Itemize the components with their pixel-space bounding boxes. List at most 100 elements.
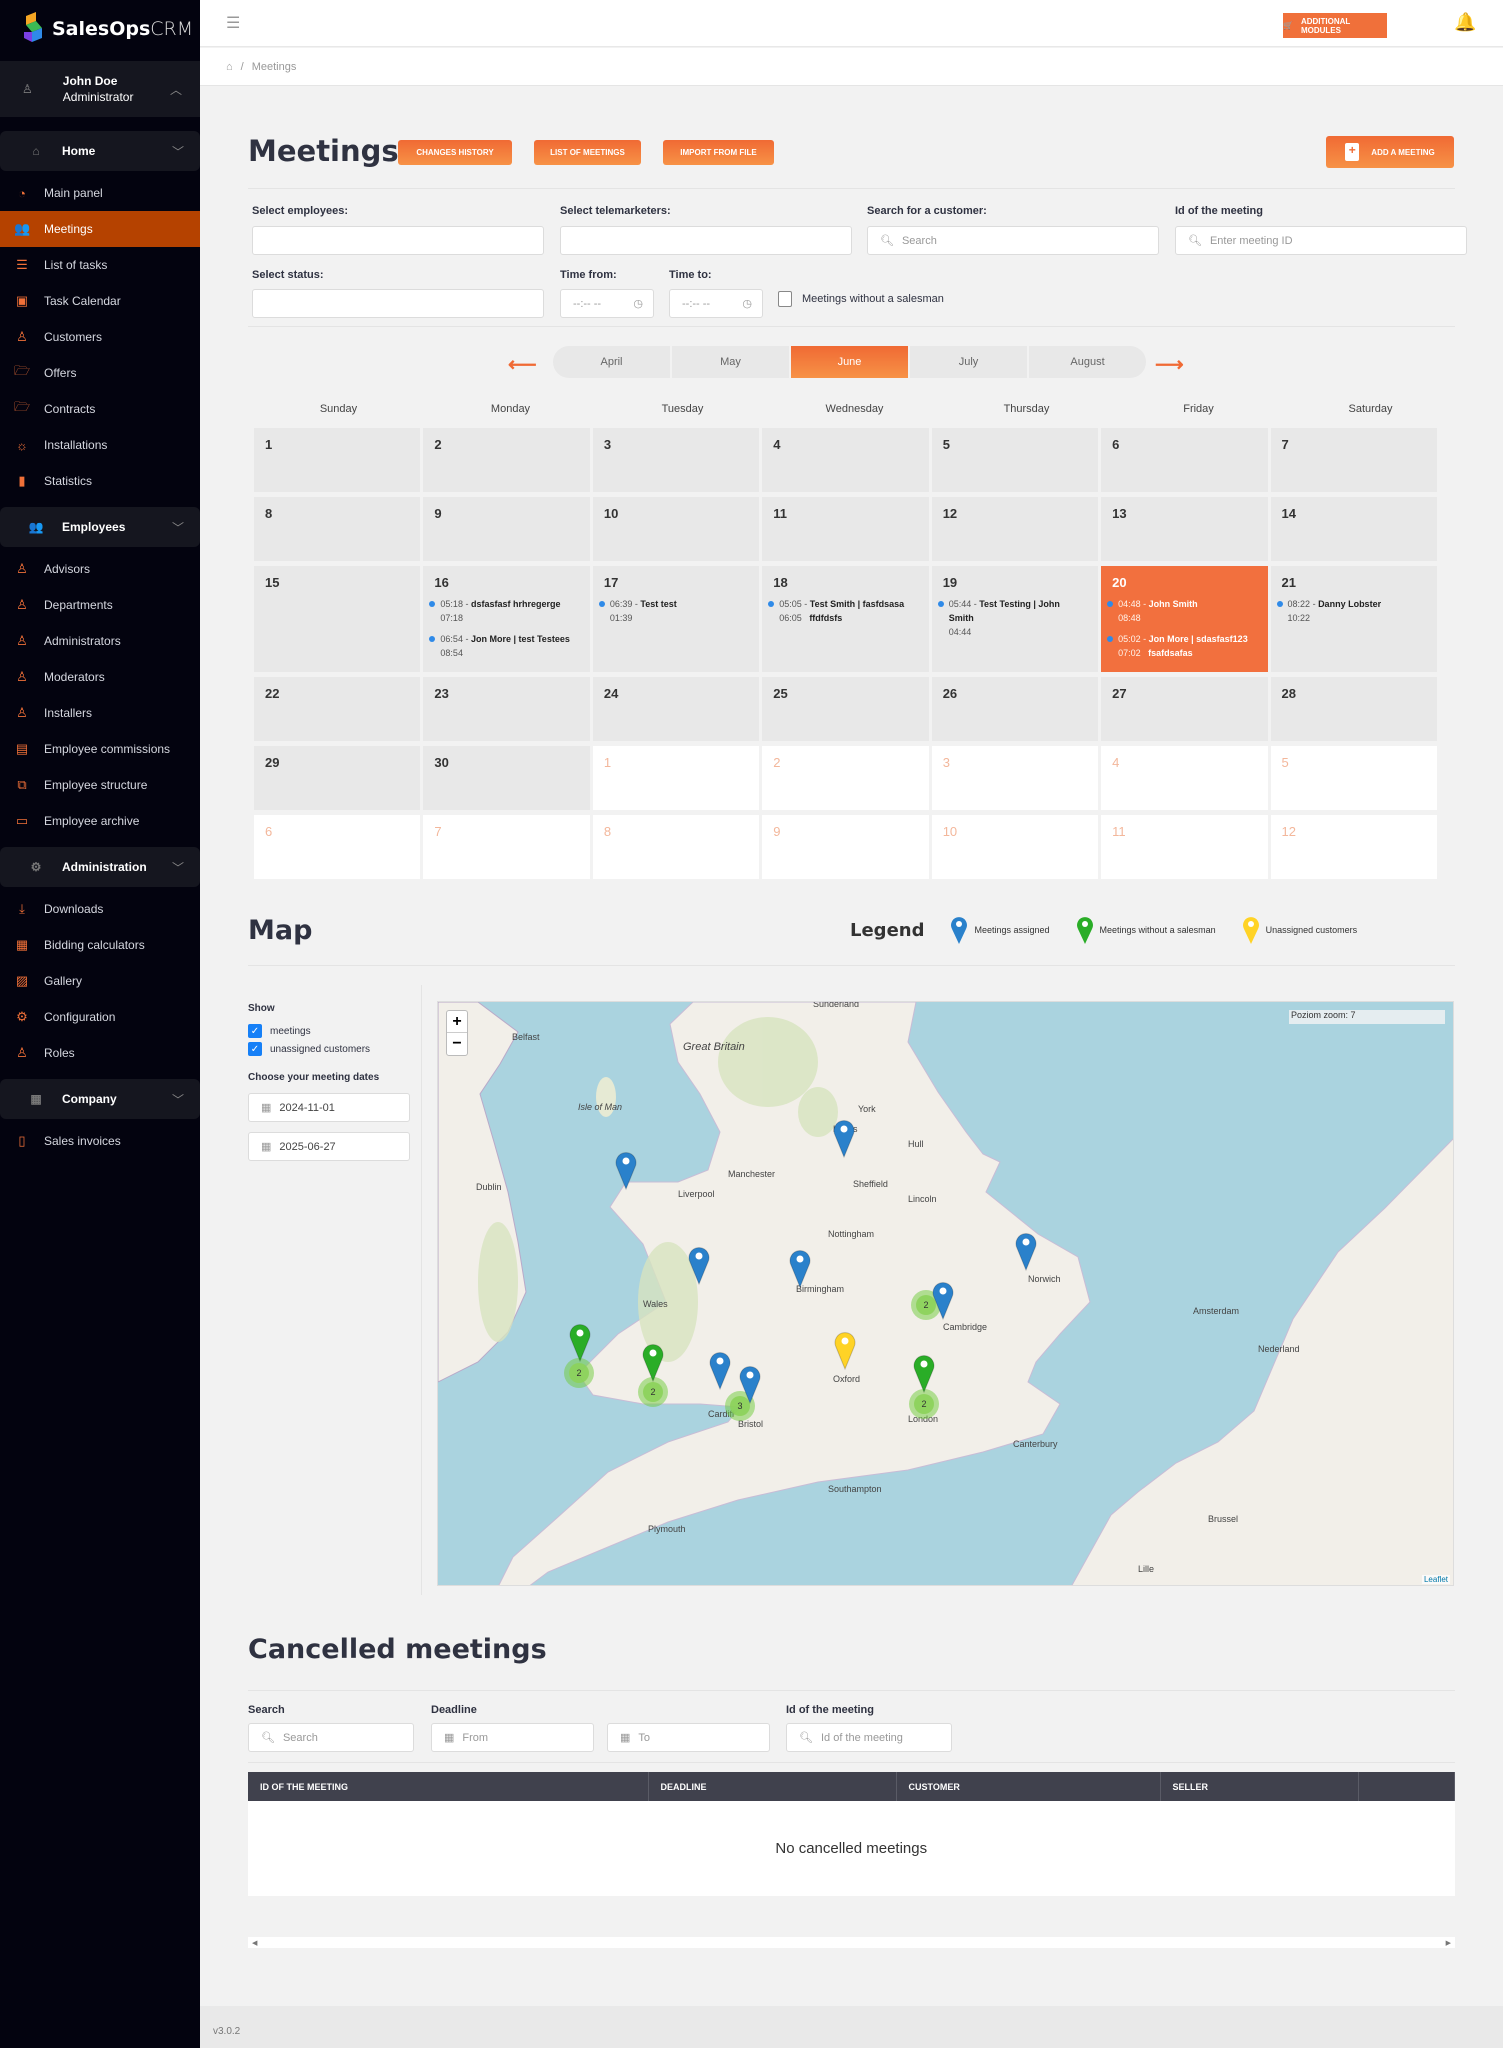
status-select[interactable] xyxy=(252,289,544,318)
date-from-input[interactable]: ▦ 2024-11-01 xyxy=(248,1093,410,1122)
calendar-day[interactable]: 9 xyxy=(423,497,590,561)
calendar-day[interactable]: 2 xyxy=(762,746,929,810)
map-pin-icon[interactable] xyxy=(569,1324,591,1363)
sidebar-item-customers[interactable]: ♙ Customers xyxy=(0,319,200,355)
home-icon[interactable]: ⌂ xyxy=(226,60,233,73)
calendar-event[interactable]: 04:48 - John Smith 08:48 xyxy=(1107,597,1256,625)
sidebar-item-employee-archive[interactable]: ▭ Employee archive xyxy=(0,803,200,839)
calendar-day[interactable]: 12 xyxy=(931,497,1099,561)
telemarketers-select[interactable] xyxy=(560,226,852,255)
calendar-day[interactable]: 17 06:39 - Test test 01:39 xyxy=(592,566,760,672)
calendar-day[interactable]: 30 xyxy=(423,746,590,810)
sidebar-item-task-calendar[interactable]: ▣ Task Calendar xyxy=(0,283,200,319)
map-pin-icon[interactable] xyxy=(834,1332,856,1371)
map-pin-icon[interactable] xyxy=(789,1250,811,1289)
calendar-event[interactable]: 06:39 - Test test 01:39 xyxy=(598,597,748,625)
map-pin-icon[interactable] xyxy=(642,1344,664,1383)
sidebar-item-meetings[interactable]: 👥 Meetings xyxy=(0,211,200,247)
calendar-day[interactable]: 3 xyxy=(592,428,760,492)
changes-history-button[interactable]: CHANGES HISTORY xyxy=(398,140,512,165)
date-to-input[interactable]: ▦ 2025-06-27 xyxy=(248,1132,410,1161)
map-pin-icon[interactable] xyxy=(688,1247,710,1286)
calendar-day[interactable]: 4 xyxy=(762,428,929,492)
calendar-day[interactable]: 10 xyxy=(931,815,1099,879)
marker-cluster[interactable]: 2 xyxy=(911,1290,941,1320)
without-salesman-checkbox[interactable]: Meetings without a salesman xyxy=(778,291,944,307)
logo[interactable]: SalesOpsCRM xyxy=(0,0,200,58)
map-pin-icon[interactable] xyxy=(615,1152,637,1191)
deadline-to-input[interactable]: ▦ To xyxy=(607,1723,770,1752)
sidebar-item-bidding-calculators[interactable]: ▦ Bidding calculators xyxy=(0,927,200,963)
user-menu[interactable]: ♙ John Doe Administrator ︿ xyxy=(0,61,200,117)
calendar-day[interactable]: 10 xyxy=(592,497,760,561)
menu-toggle-icon[interactable]: ☰ xyxy=(226,15,241,32)
sidebar-item-statistics[interactable]: ▮ Statistics xyxy=(0,463,200,499)
sidebar-group-home[interactable]: ⌂ Home ﹀ xyxy=(0,131,200,171)
calendar-day[interactable]: 25 xyxy=(762,677,929,741)
sidebar-item-installations[interactable]: ☼ Installations xyxy=(0,427,200,463)
calendar-day[interactable]: 19 05:44 - Test Testing | John Smith 04:44 xyxy=(931,566,1099,672)
marker-cluster[interactable]: 2 xyxy=(638,1377,668,1407)
calendar-day[interactable]: 18 05:05 - Test Smith | fasfdsasa 06:05 ff… xyxy=(762,566,929,672)
calendar-day[interactable]: 22 xyxy=(254,677,421,741)
import-from-file-button[interactable]: IMPORT FROM FILE xyxy=(663,140,774,165)
calendar-day[interactable]: 24 xyxy=(592,677,760,741)
horizontal-scrollbar[interactable]: ◀ ▶ xyxy=(248,1937,1455,1948)
month-tab-august[interactable]: August xyxy=(1029,346,1146,378)
calendar-day[interactable]: 1 xyxy=(592,746,760,810)
marker-cluster[interactable]: 2 xyxy=(564,1358,594,1388)
calendar-event[interactable]: 08:22 - Danny Lobster 10:22 xyxy=(1276,597,1426,625)
calendar-day[interactable]: 23 xyxy=(423,677,590,741)
map-pin-icon[interactable] xyxy=(1015,1233,1037,1272)
deadline-from-input[interactable]: ▦ From xyxy=(431,1723,594,1752)
sidebar-item-installers[interactable]: ♙ Installers xyxy=(0,695,200,731)
map-pin-icon[interactable] xyxy=(739,1366,761,1405)
marker-cluster[interactable]: 3 xyxy=(725,1391,755,1421)
calendar-day[interactable]: 28 xyxy=(1270,677,1437,741)
show-meetings-checkbox[interactable]: ✓ meetings xyxy=(248,1024,410,1038)
calendar-day[interactable]: 1 xyxy=(254,428,421,492)
calendar-event[interactable]: 05:02 - Jon More | sdasfasf123 07:02 fsaf… xyxy=(1107,632,1256,660)
calendar-event[interactable]: 05:18 - dsfasfasf hrhregerge 07:18 xyxy=(429,597,578,625)
calendar-day[interactable]: 3 xyxy=(931,746,1099,810)
calendar-day[interactable]: 6 xyxy=(1101,428,1268,492)
calendar-event[interactable]: 05:44 - Test Testing | John Smith 04:44 xyxy=(937,597,1087,639)
sidebar-item-moderators[interactable]: ♙ Moderators xyxy=(0,659,200,695)
sidebar-item-departments[interactable]: ♙ Departments xyxy=(0,587,200,623)
sidebar-group-employees[interactable]: 👥 Employees ﹀ xyxy=(0,507,200,547)
cancelled-search-input[interactable]: 🔍︎ Search xyxy=(248,1723,414,1752)
prev-month-arrow-icon[interactable]: ⟵ xyxy=(508,354,537,376)
month-tab-july[interactable]: July xyxy=(910,346,1027,378)
customer-search-input[interactable]: 🔍︎ Search xyxy=(867,226,1159,255)
sidebar-item-administrators[interactable]: ♙ Administrators xyxy=(0,623,200,659)
calendar-day[interactable]: 29 xyxy=(254,746,421,810)
sidebar-item-advisors[interactable]: ♙ Advisors xyxy=(0,551,200,587)
column-header[interactable]: CUSTOMER xyxy=(896,1772,1161,1801)
zoom-in-button[interactable]: + xyxy=(447,1011,467,1033)
list-of-meetings-button[interactable]: LIST OF MEETINGS xyxy=(534,140,641,165)
sidebar-item-list-of-tasks[interactable]: ☰ List of tasks xyxy=(0,247,200,283)
additional-modules-button[interactable]: 🛒 ADDITIONAL MODULES xyxy=(1283,13,1387,38)
calendar-day[interactable]: 16 05:18 - dsfasfasf hrhregerge 07:18 06:5… xyxy=(423,566,590,672)
calendar-event[interactable]: 05:05 - Test Smith | fasfdsasa 06:05 ffdf… xyxy=(768,597,917,625)
employees-select[interactable] xyxy=(252,226,544,255)
map-pin-icon[interactable] xyxy=(833,1120,855,1159)
calendar-day[interactable]: 4 xyxy=(1101,746,1268,810)
calendar-day[interactable]: 8 xyxy=(592,815,760,879)
meeting-id-input[interactable]: 🔍︎ Enter meeting ID xyxy=(1175,226,1467,255)
show-unassigned-checkbox[interactable]: ✓ unassigned customers xyxy=(248,1042,410,1056)
month-tab-may[interactable]: May xyxy=(672,346,789,378)
cancelled-id-input[interactable]: 🔍︎ Id of the meeting xyxy=(786,1723,952,1752)
sidebar-item-contracts[interactable]: 🗁 Contracts xyxy=(0,391,200,427)
sidebar-item-sales-invoices[interactable]: ▯ Sales invoices xyxy=(0,1123,200,1159)
calendar-day[interactable]: 14 xyxy=(1270,497,1437,561)
sidebar-item-offers[interactable]: 🗁 Offers xyxy=(0,355,200,391)
sidebar-item-main-panel[interactable]: ◔ Main panel xyxy=(0,175,200,211)
column-header[interactable]: DEADLINE xyxy=(648,1772,897,1801)
sidebar-item-employee-structure[interactable]: ⧉ Employee structure xyxy=(0,767,200,803)
bell-icon[interactable]: 🔔 xyxy=(1454,12,1477,32)
calendar-day[interactable]: 27 xyxy=(1101,677,1268,741)
calendar-day[interactable]: 7 xyxy=(1270,428,1437,492)
